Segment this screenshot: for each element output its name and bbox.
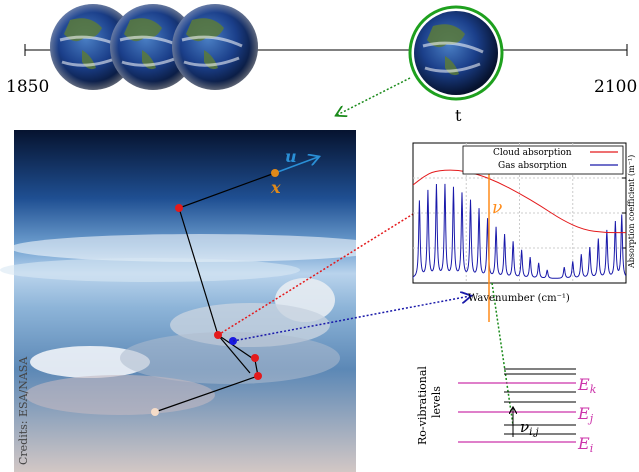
legend-box bbox=[462, 145, 624, 175]
ray-branch bbox=[217, 334, 251, 374]
earth-globe-2 bbox=[110, 4, 196, 90]
timeline-current-label: t bbox=[455, 106, 462, 125]
spectrum-chart: ν Cloud absorption Gas absorption Wavenu… bbox=[412, 142, 636, 322]
spectral-line-link bbox=[491, 282, 514, 426]
transition-label: νi,j bbox=[520, 418, 539, 438]
legend-cloud-label: Cloud absorption bbox=[493, 148, 572, 158]
ray-path bbox=[154, 172, 276, 413]
position-x-point bbox=[271, 169, 279, 177]
legend-gas-label: Gas absorption bbox=[498, 161, 567, 171]
earth-globe-1 bbox=[50, 4, 136, 90]
gas-absorption-line bbox=[413, 183, 626, 279]
ground-point bbox=[151, 408, 159, 416]
earth-globe-3 bbox=[172, 4, 258, 90]
timeline-start-label: 1850 bbox=[6, 77, 49, 97]
level-i-label: Ei bbox=[577, 434, 593, 455]
scattering-point bbox=[175, 204, 183, 212]
atmosphere-photo: Credits: ESA/NASA u x bbox=[0, 130, 470, 472]
gas-link-arrow bbox=[232, 296, 470, 342]
level-k-label: Ek bbox=[577, 375, 597, 396]
earth-globe-current bbox=[408, 5, 504, 101]
gas-absorption-series bbox=[413, 183, 626, 279]
scattering-point bbox=[254, 372, 262, 380]
position-x-label: x bbox=[270, 178, 281, 197]
timeline: 1850 2100 t bbox=[6, 4, 637, 125]
timeline-end-label: 2100 bbox=[594, 77, 637, 97]
time-zoom-arrow bbox=[337, 77, 411, 115]
photo-credit: Credits: ESA/NASA bbox=[17, 356, 30, 465]
energy-level-diagram: Ro-vibrational levels νi,j Ek Ej Ei bbox=[416, 366, 597, 455]
direction-u-label: u bbox=[285, 147, 297, 166]
levels-title-line2: levels bbox=[430, 386, 443, 418]
y-axis-label: Absorption coefficient (m⁻¹) bbox=[627, 155, 636, 269]
level-j-label: Ej bbox=[577, 404, 594, 425]
cloud-absorption-series bbox=[413, 169, 626, 234]
x-axis-label: Wavenumber (cm⁻¹) bbox=[468, 293, 570, 304]
scattering-point bbox=[251, 354, 259, 362]
legend: Cloud absorption Gas absorption bbox=[462, 145, 624, 175]
plot-grid bbox=[413, 143, 626, 283]
levels-title-line1: Ro-vibrational bbox=[416, 366, 429, 445]
direction-u-arrow bbox=[274, 157, 318, 174]
nu-marker-label: ν bbox=[492, 198, 502, 218]
